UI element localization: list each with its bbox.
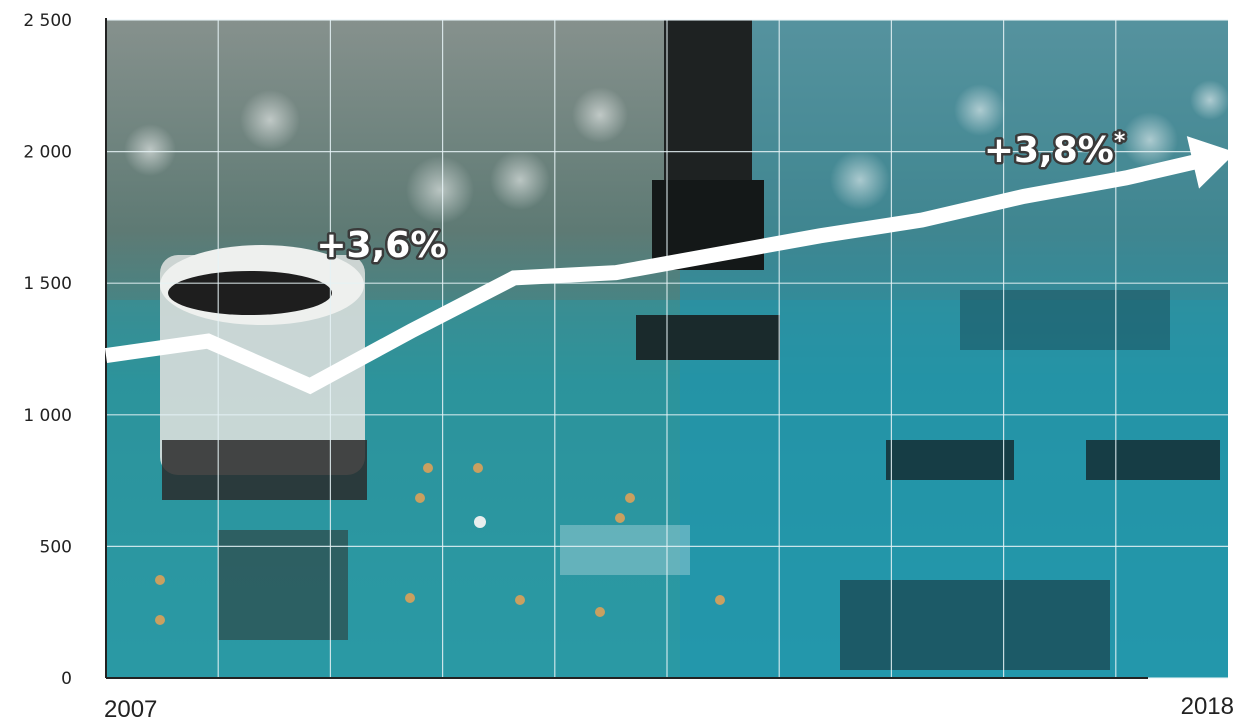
- series-arrowhead: [1186, 136, 1236, 189]
- annotations-layer: +3,6% +3,8%*: [314, 127, 1128, 269]
- y-tick-label: 1 000: [23, 406, 72, 426]
- y-tick-label: 2 500: [23, 11, 72, 31]
- background-photo: [106, 20, 1228, 678]
- y-tick-label: 500: [40, 537, 72, 557]
- x-tick-label: 2018: [1181, 693, 1234, 720]
- growth-annotation: +3,6%: [316, 225, 446, 266]
- axes: [105, 18, 1148, 679]
- x-tick-label: 2007: [104, 696, 157, 723]
- x-axis-ticks: 2007 2018: [104, 693, 1234, 723]
- growth-annotation: +3,8%*: [984, 129, 1126, 171]
- y-tick-label: 0: [61, 669, 72, 689]
- series-layer: [104, 136, 1236, 395]
- series-line: [104, 154, 1198, 395]
- y-tick-label: 2 000: [23, 143, 72, 163]
- y-axis-ticks: 0 500 1 000 1 500 2 000 2 500: [23, 11, 72, 689]
- y-tick-label: 1 500: [23, 274, 72, 294]
